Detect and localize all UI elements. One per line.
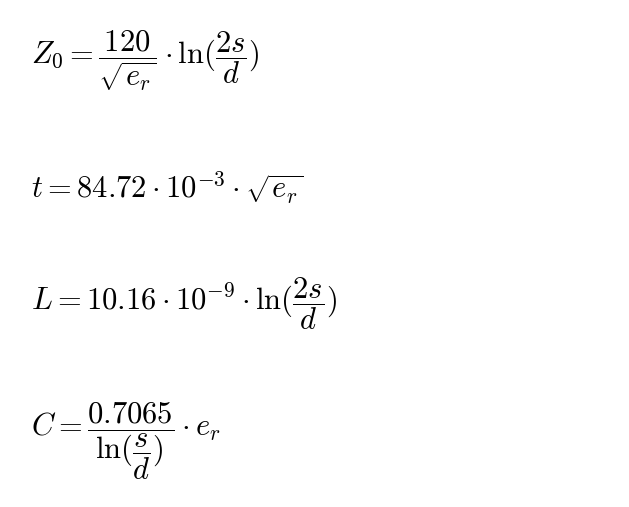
Text: $Z_0 = \dfrac{120}{\sqrt{e_r}} \cdot \ln(\dfrac{2s}{d})$: $Z_0 = \dfrac{120}{\sqrt{e_r}} \cdot \ln… — [31, 28, 260, 93]
Text: $t = 84.72 \cdot 10^{-3} \cdot \sqrt{e_r}$: $t = 84.72 \cdot 10^{-3} \cdot \sqrt{e_r… — [31, 169, 304, 206]
Text: $L = 10.16 \cdot 10^{-9} \cdot \ln(\dfrac{2s}{d})$: $L = 10.16 \cdot 10^{-9} \cdot \ln(\dfra… — [31, 276, 337, 333]
Text: $C = \dfrac{0.7065}{\ln(\dfrac{s}{d})} \cdot e_r$: $C = \dfrac{0.7065}{\ln(\dfrac{s}{d})} \… — [31, 401, 221, 482]
